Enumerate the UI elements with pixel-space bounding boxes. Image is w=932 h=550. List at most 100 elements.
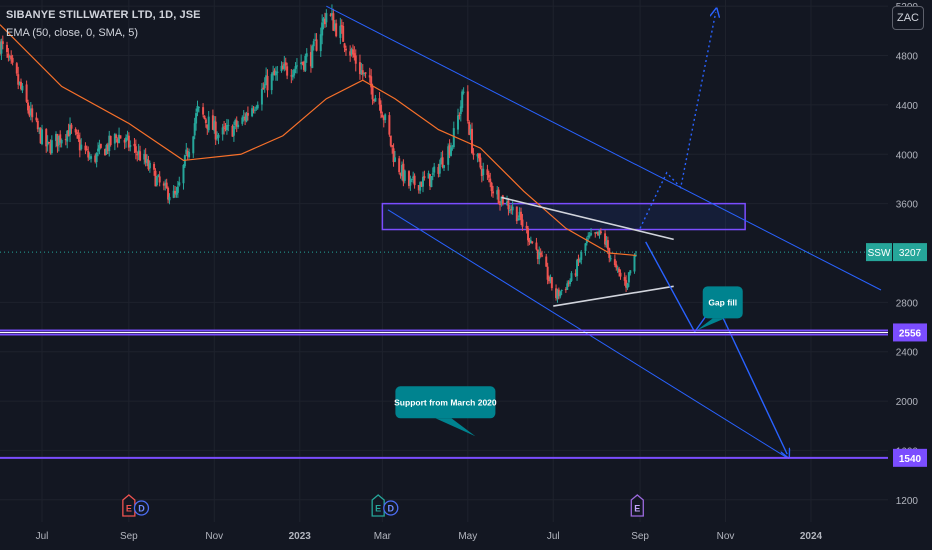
candle-down	[619, 272, 622, 277]
candle-up	[172, 190, 175, 198]
candle-down	[162, 183, 165, 186]
earnings-marker-shape	[630, 494, 644, 517]
candle-down	[286, 66, 289, 76]
candle-up	[196, 105, 199, 112]
candle-up	[330, 13, 333, 16]
candle-down	[428, 174, 431, 187]
candle-down	[35, 117, 38, 121]
candle-up	[427, 173, 430, 179]
candle-up	[251, 108, 254, 117]
level-price-label: 2556	[899, 328, 922, 339]
earnings-marker[interactable]: E	[122, 494, 136, 517]
ema-line	[0, 24, 636, 257]
price-tick-label: 2400	[896, 348, 919, 359]
candle-up	[433, 166, 436, 173]
candle-down	[223, 126, 226, 128]
candle-up	[496, 190, 499, 195]
candle-down	[546, 266, 549, 280]
candle-up	[175, 192, 178, 195]
candle-down	[615, 264, 618, 268]
last-price-value-tag	[893, 243, 927, 262]
candle-down	[381, 114, 384, 118]
dividend-marker[interactable]: D	[133, 500, 150, 516]
candle-up	[185, 149, 188, 155]
candle-down	[349, 51, 352, 56]
dividend-marker[interactable]: D	[383, 500, 399, 516]
candle-up	[360, 70, 363, 74]
earnings-marker[interactable]: E	[630, 494, 644, 517]
candle-up	[431, 173, 434, 175]
time-tick-label: Sep	[631, 531, 649, 542]
candle-up	[314, 39, 317, 41]
candle-down	[441, 157, 444, 168]
candle-up	[217, 134, 220, 138]
candle-up	[245, 113, 248, 122]
candle-up	[518, 211, 521, 218]
candle-up	[462, 91, 465, 93]
candle-up	[350, 49, 353, 55]
candle-up	[409, 179, 412, 186]
candle-down	[64, 139, 67, 141]
candle-down	[545, 256, 548, 267]
candle-up	[400, 164, 403, 177]
candle-down	[535, 242, 538, 250]
candle-up	[293, 69, 296, 76]
candle-down	[370, 76, 373, 88]
dividend-marker-shape	[383, 500, 399, 516]
candle-up	[333, 23, 336, 30]
candle-up	[508, 210, 511, 212]
earnings-marker[interactable]: E	[371, 494, 385, 517]
candle-down	[389, 135, 392, 146]
candle-up	[569, 280, 572, 285]
candle-up	[556, 289, 559, 299]
candle-down	[67, 130, 70, 137]
candle-down	[99, 143, 102, 148]
candle-up	[457, 115, 460, 130]
candle-down	[392, 148, 395, 163]
candle-down	[528, 239, 531, 243]
candle-up	[627, 272, 630, 283]
candle-down	[49, 143, 52, 154]
candle-up	[291, 74, 294, 77]
callout-support-march-2020: Support from March 2020	[394, 386, 497, 437]
candle-up	[146, 158, 149, 164]
candle-down	[548, 279, 551, 282]
triangle-bottom-line	[553, 285, 674, 307]
time-tick-label: 2023	[289, 531, 312, 542]
level-price-label: 1540	[899, 454, 922, 465]
candle-down	[202, 107, 205, 115]
candle-down	[7, 53, 10, 58]
callout-text: Gap fill	[708, 297, 737, 307]
candle-down	[36, 120, 39, 130]
candle-down	[531, 241, 534, 244]
candle-up	[447, 146, 450, 165]
chart-title: SIBANYE STILLWATER LTD, 1D, JSE	[6, 9, 201, 21]
channel-upper-line	[326, 5, 882, 291]
candle-down	[499, 204, 502, 206]
candle-up	[576, 260, 579, 277]
candle-down	[342, 25, 345, 42]
candle-down	[557, 289, 560, 297]
candle-down	[382, 116, 385, 121]
triangle-top-line	[501, 196, 674, 241]
callout-gap-fill: Gap fill	[696, 286, 743, 331]
candle-up	[300, 62, 303, 65]
time-tick-label: 2024	[800, 531, 823, 542]
candle-up	[113, 133, 116, 144]
candle-up	[178, 182, 181, 186]
candle-up	[176, 186, 179, 193]
candle-down	[480, 168, 483, 177]
indicator-legend[interactable]: EMA (50, close, 0, SMA, 5)	[6, 27, 139, 39]
time-tick-label: Jul	[547, 531, 560, 542]
candle-down	[625, 280, 628, 288]
candle-up	[325, 13, 328, 23]
candle-down	[134, 146, 137, 153]
candle-up	[97, 148, 100, 152]
candle-up	[234, 120, 237, 126]
currency-button[interactable]: ZAC	[892, 6, 924, 30]
candle-down	[423, 176, 426, 179]
candle-up	[168, 197, 171, 201]
price-axis-background	[888, 0, 932, 550]
candle-up	[482, 168, 485, 176]
